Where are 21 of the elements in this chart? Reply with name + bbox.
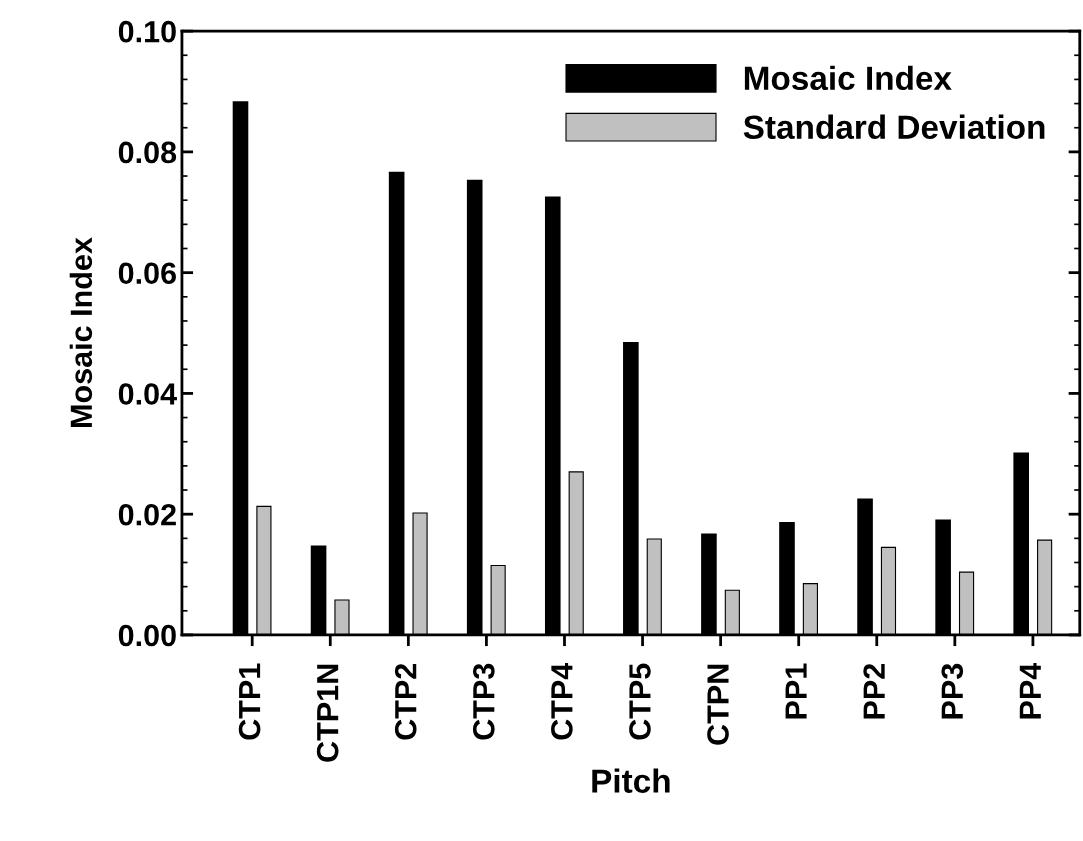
x-tick-label: PP4	[1019, 662, 1041, 719]
x-tick-label: CTP5	[629, 663, 651, 740]
x-tick-label: CTP2	[394, 663, 417, 740]
x-tick-label: CTP3	[472, 663, 495, 740]
x-tick-label: CTP1N	[316, 664, 339, 762]
x-tick-label: CTP4	[551, 662, 573, 740]
x-tick-label: CTP1	[238, 663, 261, 740]
y-tick-label: 0.04	[118, 383, 177, 405]
y-tick-label: 0.02	[118, 503, 176, 526]
x-tick-label: PP3	[941, 663, 964, 719]
x-tick-label: PP1	[785, 663, 807, 719]
y-axis-title: Mosaic Index	[69, 237, 93, 427]
legend-label: Standard Deviation	[743, 114, 1045, 140]
legend-label: Mosaic Index	[744, 65, 952, 91]
y-tick-label: 0.08	[118, 141, 177, 164]
x-tick-label: CTPN	[707, 664, 729, 745]
x-tick-label: PP2	[863, 663, 885, 719]
y-tick-label: 0.06	[118, 262, 176, 285]
x-axis-title: Pitch	[592, 768, 670, 793]
y-tick-label: 0.00	[118, 624, 176, 647]
y-tick-label: 0.10	[118, 20, 176, 43]
